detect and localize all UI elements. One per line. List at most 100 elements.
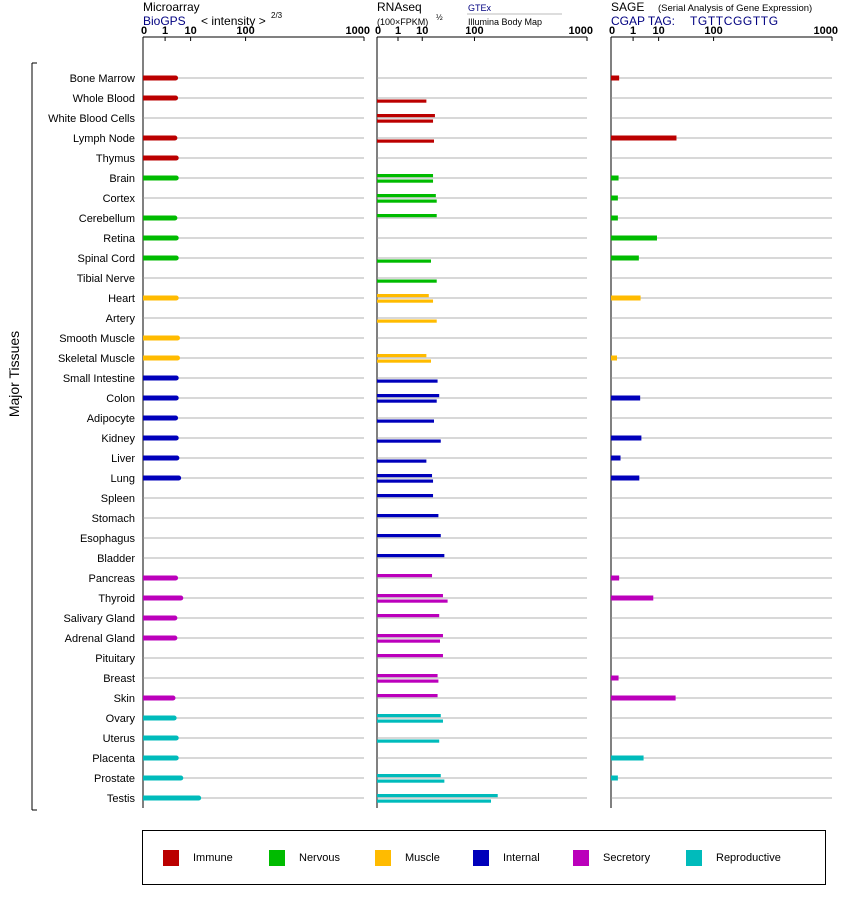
bar xyxy=(377,599,448,603)
tissue-label: Cerebellum xyxy=(79,213,135,225)
bar xyxy=(377,534,441,538)
bar xyxy=(377,199,437,203)
bar xyxy=(377,674,438,678)
tissue-label: Colon xyxy=(106,393,135,405)
bar xyxy=(377,474,433,478)
bar-cap xyxy=(173,235,179,241)
x-tick-label: 10 xyxy=(652,25,664,37)
bar-cap xyxy=(173,255,179,261)
bar xyxy=(611,775,618,781)
bar xyxy=(377,379,438,383)
bar xyxy=(377,119,434,123)
bar-cap xyxy=(174,355,180,361)
bar xyxy=(611,435,642,441)
bar-cap xyxy=(173,175,179,181)
bar xyxy=(377,354,427,358)
bar xyxy=(377,174,434,178)
bar xyxy=(377,394,440,398)
legend-swatch xyxy=(269,850,285,866)
bar xyxy=(377,114,435,118)
bar xyxy=(611,675,619,681)
legend-label: Secretory xyxy=(603,852,651,864)
rnaseq-exponent: ½ xyxy=(436,13,443,22)
bar xyxy=(143,795,199,801)
cgap-tag-label: CGAP TAG: xyxy=(611,14,675,28)
x-tick-label: 1000 xyxy=(569,25,593,37)
bar-cap xyxy=(173,735,179,741)
tissue-label: Heart xyxy=(108,293,135,305)
tissue-label: Ovary xyxy=(106,713,136,725)
bar xyxy=(377,654,443,658)
tissue-label: Lymph Node xyxy=(73,133,135,145)
bar xyxy=(377,719,443,723)
tissue-label: Cortex xyxy=(103,193,136,205)
bar xyxy=(611,575,620,581)
bar xyxy=(377,794,498,798)
bar-cap xyxy=(172,615,178,621)
bar xyxy=(377,714,441,718)
bar xyxy=(143,775,181,781)
bar-cap xyxy=(196,795,202,801)
bar xyxy=(143,235,177,241)
bar xyxy=(377,359,431,363)
bar xyxy=(377,694,438,698)
bar xyxy=(611,355,617,361)
bar xyxy=(611,75,620,81)
tissue-label: Spinal Cord xyxy=(78,253,135,265)
bar xyxy=(143,695,173,701)
tissue-label: Breast xyxy=(103,673,135,685)
tissue-label: Bone Marrow xyxy=(70,73,135,85)
sage-subtitle: (Serial Analysis of Gene Expression) xyxy=(658,3,812,14)
tissue-label: Lung xyxy=(111,473,135,485)
bar xyxy=(377,294,429,298)
bar xyxy=(611,215,618,221)
bar xyxy=(611,195,618,201)
tissue-label: Liver xyxy=(111,453,135,465)
bar xyxy=(377,279,437,283)
x-tick-label: 1000 xyxy=(346,25,370,37)
legend-label: Internal xyxy=(503,852,540,864)
legend-label: Muscle xyxy=(405,852,440,864)
bar xyxy=(611,235,657,241)
bar xyxy=(143,215,175,221)
bar xyxy=(143,135,175,141)
sage-title: SAGE xyxy=(611,0,644,14)
gtex-link[interactable]: GTEx xyxy=(468,3,492,13)
bar-cap xyxy=(173,375,179,381)
bar xyxy=(143,175,177,181)
bar xyxy=(611,755,644,761)
x-tick-label: 1 xyxy=(395,25,401,37)
bar xyxy=(377,799,492,803)
tissue-label: Adipocyte xyxy=(87,413,135,425)
tissue-label: Pancreas xyxy=(89,573,136,585)
cgap-tag-link[interactable]: TGTTCGGTTG xyxy=(690,14,779,28)
legend-item-secretory: Secretory xyxy=(573,850,650,866)
tissue-label: Uterus xyxy=(103,733,136,745)
bar-cap xyxy=(176,475,182,481)
bar xyxy=(377,514,439,518)
x-tick-label: 0 xyxy=(141,25,147,37)
bar xyxy=(377,739,440,743)
bar xyxy=(377,439,441,443)
panel-sage: 0 1 10 100 1000 xyxy=(609,25,838,808)
bar xyxy=(377,554,445,558)
bar xyxy=(377,399,437,403)
bar-cap xyxy=(170,695,176,701)
biogps-link[interactable]: BioGPS xyxy=(143,14,186,28)
bar xyxy=(377,319,437,323)
rnaseq-header: RNAseq (100×FPKM) ½ GTEx Illumina Body M… xyxy=(377,0,562,27)
bar xyxy=(143,735,177,741)
tissue-bracket xyxy=(31,62,37,811)
bar xyxy=(377,679,439,683)
tissue-label: White Blood Cells xyxy=(48,113,135,125)
bar xyxy=(377,299,434,303)
legend-item-muscle: Muscle xyxy=(375,850,440,866)
tissue-label: Stomach xyxy=(92,513,135,525)
tissue-label: Placenta xyxy=(92,753,136,765)
bar xyxy=(377,779,445,783)
bar xyxy=(143,635,175,641)
bar xyxy=(143,715,175,721)
x-tick-label: 10 xyxy=(184,25,196,37)
tissue-label: Spleen xyxy=(101,493,135,505)
microarray-exponent: 2/3 xyxy=(271,11,283,20)
